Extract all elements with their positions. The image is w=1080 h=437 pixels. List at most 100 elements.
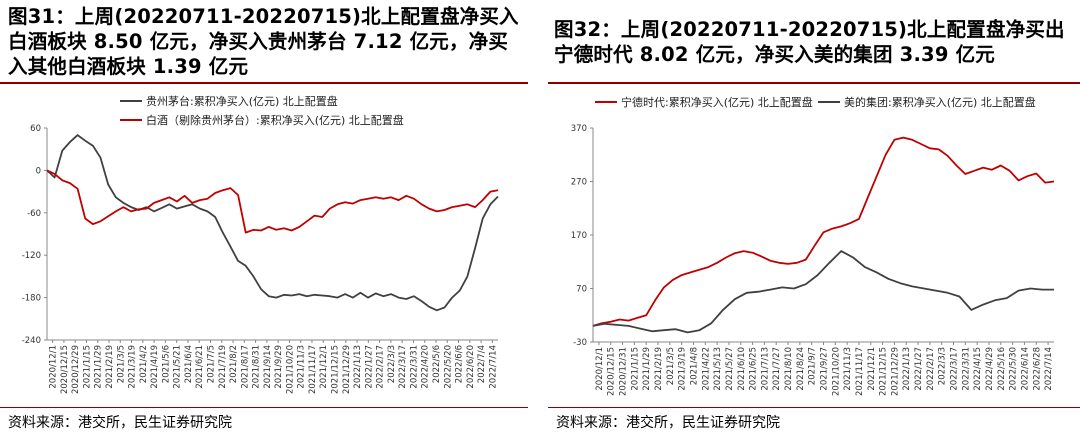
x-tick-label: 2020/12/29 [71,345,81,394]
x-tick-label: 2021/10/20 [831,347,841,396]
y-tick-label: -30 [573,338,587,348]
x-tick-label: 2021/4/22 [701,347,711,391]
x-tick-label: 2022/3/17 [950,347,960,391]
x-tick-label: 2021/9/7 [808,347,818,385]
x-tick-label: 2022/3/3 [387,345,397,383]
x-tick-label: 2022/7/4 [477,345,487,383]
x-tick-label: 2021/8/24 [796,347,806,391]
title-divider [548,82,1080,84]
x-tick-label: 2022/1/27 [364,345,374,389]
x-tick-label: 2021/5/27 [725,347,735,391]
x-tick-label: 2021/11/17 [855,347,865,396]
x-tick-label: 2021/1/29 [642,347,652,391]
x-tick-label: 2021/9/29 [274,345,284,389]
y-tick-label: 370 [571,124,587,134]
legend-label: 贵州茅台:累积净买入(亿元) 北上配置盘 [146,94,338,108]
x-tick-label: 2021/2/19 [105,345,115,389]
x-tick-label: 2021/4/2 [139,345,149,383]
source-note: 资料来源：港交所，民生证券研究院 [8,415,232,431]
x-tick-label: 2021/8/2 [229,345,239,383]
x-tick-label: 2022/2/17 [376,345,386,389]
x-tick-label: 2021/12/1 [867,347,877,391]
x-tick-label: 2022/4/29 [985,347,995,391]
x-tick-label: 2022/4/20 [421,345,431,389]
x-tick-label: 2021/12/29 [342,345,352,394]
x-tick-label: 2022/4/15 [973,347,983,391]
x-tick-label: 2022/6/28 [1032,347,1042,391]
x-tick-label: 2022/7/14 [1044,347,1054,391]
x-tick-label: 2021/1/29 [94,345,104,389]
x-tick-label: 2021/7/19 [218,345,228,389]
title-divider [0,82,528,84]
x-tick-label: 2020/12/15 [60,345,70,394]
x-tick-label: 2021/12/15 [331,345,341,394]
x-tick-label: 2022/5/16 [997,347,1007,391]
y-tick-label: 270 [571,178,587,188]
x-tick-label: 2021/5/13 [713,347,723,391]
x-tick-label: 2021/8/10 [784,347,794,391]
x-tick-label: 2021/4/8 [689,347,699,385]
x-tick-label: 2021/8/17 [240,345,250,389]
x-tick-label: 2021/2/19 [654,347,664,391]
series-line [592,136,1055,327]
x-tick-label: 2021/5/6 [161,345,171,383]
y-tick-label: -240 [22,336,41,346]
x-tick-label: 2021/12/29 [890,347,900,396]
y-tick-label: -180 [22,294,41,304]
right-chart-panel: 图32：上周(20220711-20220715)北上配置盘净买出宁德时代 8.… [548,0,1080,437]
x-tick-label: 2022/1/13 [353,345,363,389]
x-tick-label: 2022/6/6 [455,345,465,383]
chart-area: 370 270 170 70 -30 2020/12/1 2020/12/15 2020/12… [571,95,1055,396]
x-tick-label: 2022/3/17 [398,345,408,389]
x-tick-label: 2021/12/1 [319,345,329,389]
x-tick-label: 2020/12/31 [619,347,629,396]
chart-title: 图32：上周(20220711-20220715)北上配置盘净买出宁德时代 8.… [554,18,1065,66]
y-tick-label: 60 [30,124,41,134]
left-chart-panel: 图31：上周(20220711-20220715)北上配置盘净买入白酒板块 8.… [0,0,528,437]
x-tick-label: 2021/5/21 [173,345,183,389]
x-tick-label: 2021/9/14 [263,345,273,389]
source-note: 资料来源：港交所，民生证券研究院 [556,415,780,431]
x-tick-label: 2021/6/4 [184,345,194,383]
y-tick-label: -60 [27,209,41,219]
x-tick-label: 2021/1/15 [630,347,640,391]
series-line [592,250,1054,334]
series-line [46,169,499,234]
x-tick-label: 2021/7/27 [772,347,782,391]
x-tick-label: 2021/6/21 [195,345,205,389]
chart-title: 图31：上周(20220711-20220715)北上配置盘净买入白酒板块 8.… [8,5,519,78]
x-tick-label: 2021/3/5 [666,347,676,385]
legend-label: 白酒（剔除贵州茅台）:累积净买入(亿元) 北上配置盘 [146,113,404,127]
y-tick-label: 170 [571,231,587,241]
x-tick-label: 2022/5/6 [432,345,442,383]
x-tick-label: 2021/7/13 [760,347,770,391]
x-tick-label: 2021/9/27 [820,347,830,391]
x-tick-label: 2022/3/31 [409,345,419,389]
x-tick-label: 2021/6/10 [737,347,747,391]
y-tick-label: -120 [22,251,41,261]
x-tick-label: 2021/11/3 [843,347,853,391]
x-tick-label: 2021/12/15 [879,347,889,396]
x-tick-label: 2021/11/3 [297,345,307,389]
x-tick-label: 2021/11/17 [308,345,318,394]
x-tick-label: 2021/8/31 [252,345,262,389]
x-tick-label: 2021/3/5 [116,345,126,383]
legend-label: 美的集团:累积净买入(亿元) 北上配置盘 [844,95,1036,109]
x-tick-label: 2022/6/14 [1020,347,1030,391]
y-tick-label: 0 [36,166,41,176]
x-tick-label: 2022/3/3 [938,347,948,385]
x-tick-label: 2020/12/15 [607,347,617,396]
x-tick-label: 2021/3/19 [128,345,138,389]
y-tick-label: 70 [576,285,587,295]
x-tick-label: 2022/5/20 [443,345,453,389]
x-tick-label: 2020/12/1 [595,347,605,391]
x-tick-label: 2022/1/13 [902,347,912,391]
x-tick-label: 2022/2/17 [926,347,936,391]
x-tick-label: 2022/3/31 [961,347,971,391]
x-tick-label: 2021/3/19 [678,347,688,391]
series-line [46,134,499,312]
x-tick-label: 2021/4/19 [150,345,160,389]
x-tick-label: 2022/5/30 [1009,347,1019,391]
x-tick-label: 2021/10/20 [285,345,295,394]
